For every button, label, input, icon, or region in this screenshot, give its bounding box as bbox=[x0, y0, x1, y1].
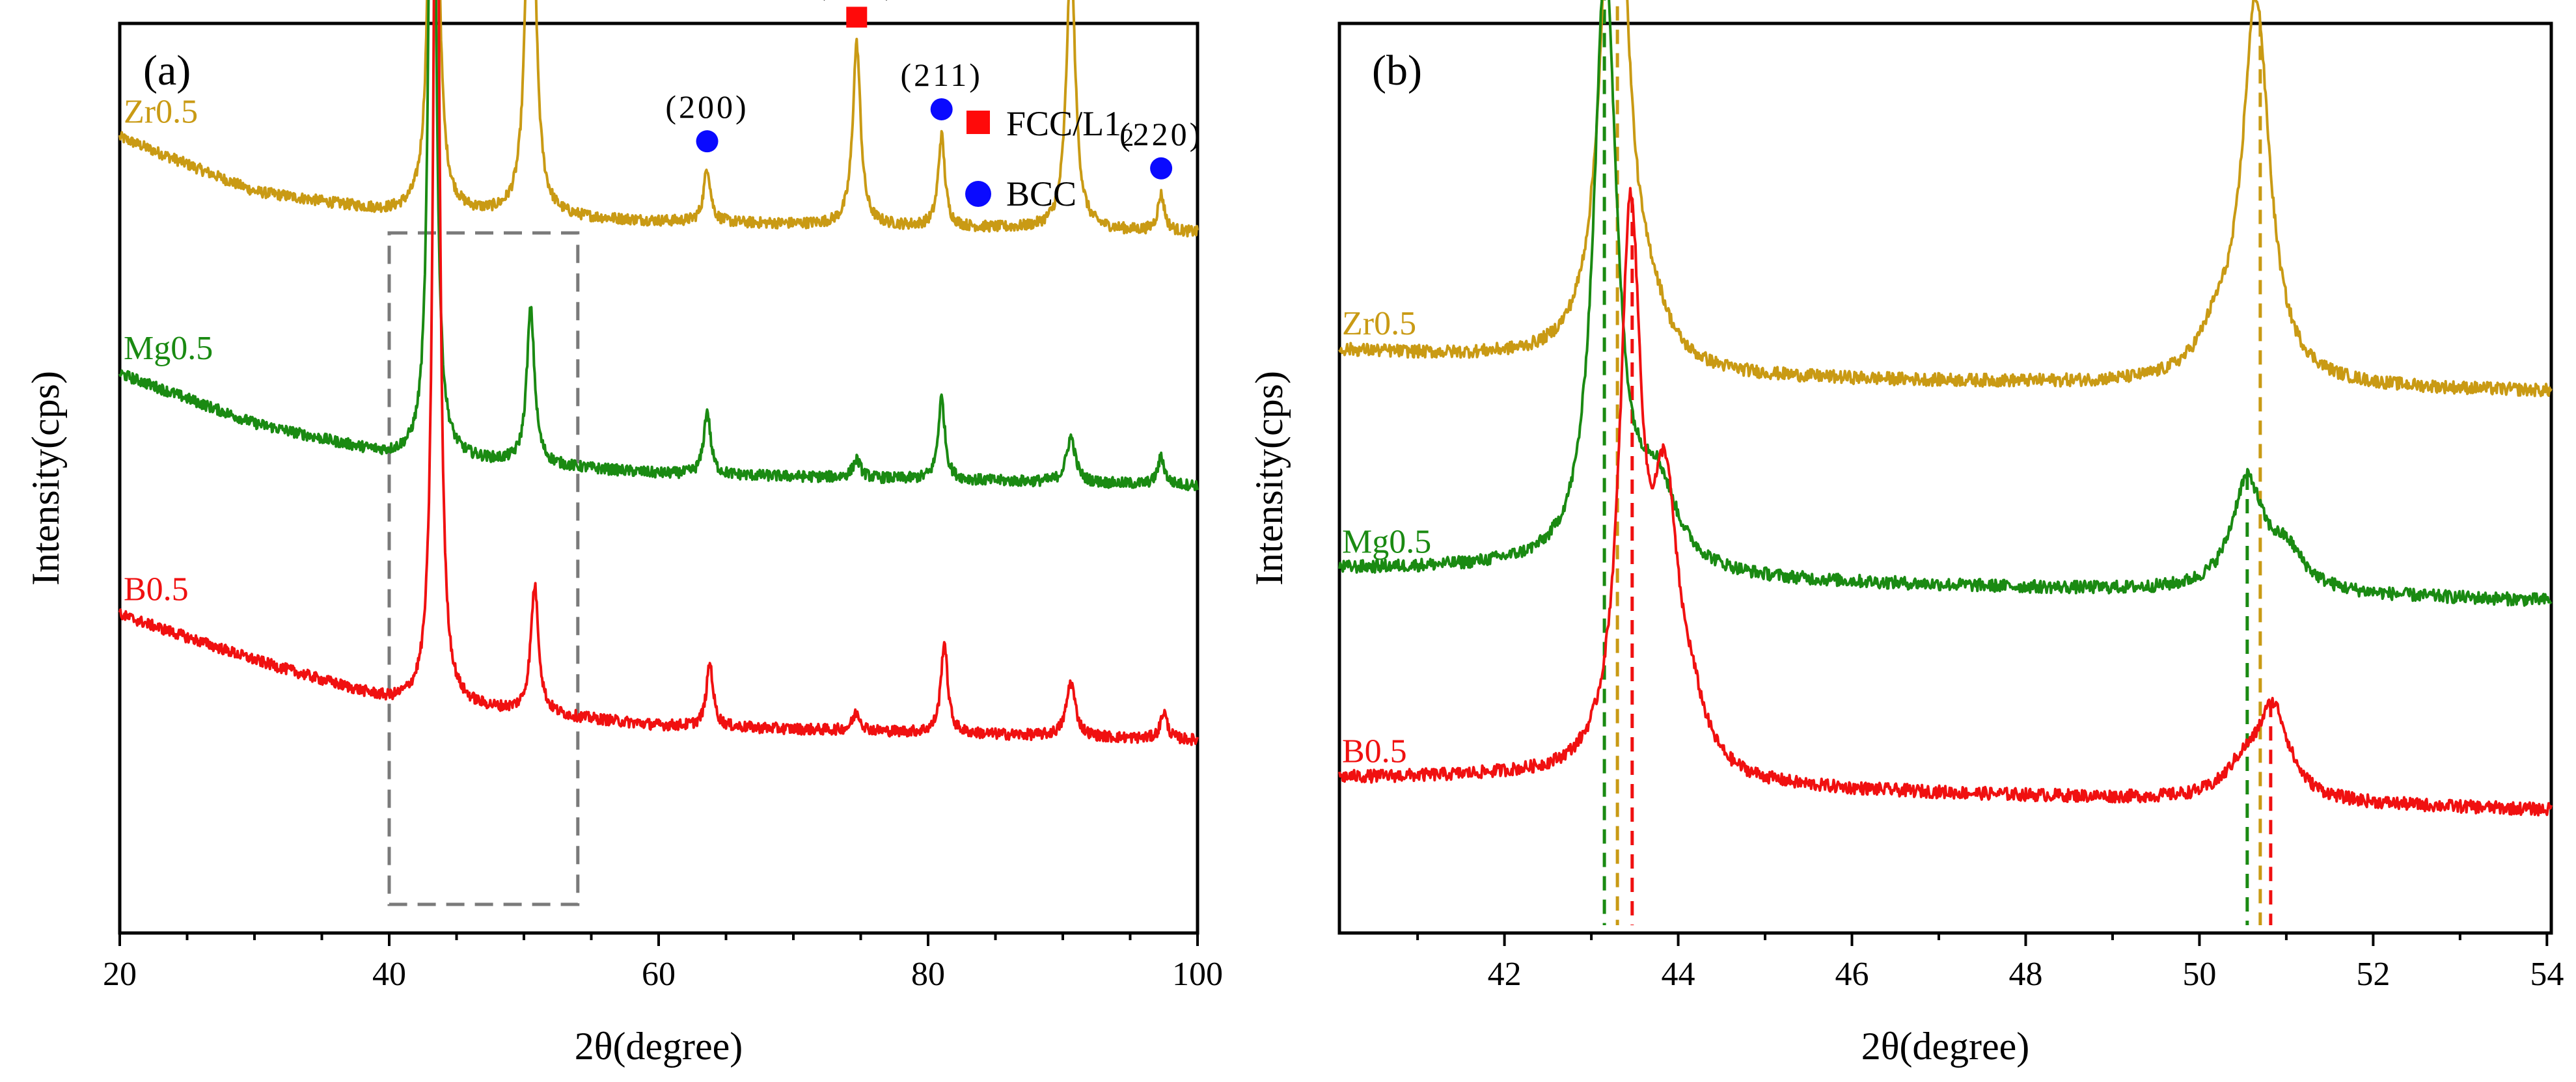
panel-a-x-axis-title: 2θ(degree) bbox=[575, 1025, 743, 1068]
series-label-b0-5: B0.5 bbox=[1342, 733, 1407, 770]
panel-b-y-axis-title: Intensity(cps) bbox=[1248, 371, 1291, 586]
bcc-marker bbox=[930, 98, 953, 120]
x-tick-label: 100 bbox=[1172, 956, 1223, 993]
series-label-zr0-5: Zr0.5 bbox=[1342, 305, 1416, 342]
panel-a-label: (a) bbox=[143, 47, 191, 94]
trace-mg0-5 bbox=[118, 0, 1199, 491]
panel-b: 42 44 46 48 50 52 54 (b) 2θ(degree) Intensity(… bbox=[1248, 0, 2564, 1068]
panel-a-traces bbox=[118, 0, 1199, 746]
x-tick-label: 80 bbox=[911, 956, 945, 993]
panel-b-x-axis-title: 2θ(degree) bbox=[1861, 1025, 2030, 1068]
trace-mg0-5 bbox=[1338, 0, 2553, 607]
x-tick-label: 46 bbox=[1835, 956, 1869, 993]
legend-bcc-circle bbox=[965, 181, 991, 207]
panel-a-legend: FCC/L12 BCC bbox=[965, 104, 1134, 213]
series-label-zr0-5: Zr0.5 bbox=[124, 93, 198, 130]
panel-a-ticks: 20 40 60 80 100 bbox=[103, 933, 1223, 993]
legend-bcc-text: BCC bbox=[1006, 174, 1076, 213]
series-label-b0-5: B0.5 bbox=[124, 571, 189, 608]
x-tick-label: 20 bbox=[103, 956, 137, 993]
x-tick-label: 48 bbox=[2008, 956, 2042, 993]
legend-fcc-label: FCC/L1 bbox=[1006, 104, 1121, 143]
legend-fcc-subscript: 2 bbox=[1121, 124, 1134, 152]
x-tick-label: 42 bbox=[1488, 956, 1522, 993]
panel-b-peak-position-lines bbox=[1602, 0, 2273, 925]
panel-b-axis-frame bbox=[1337, 21, 2553, 935]
x-tick-label: 54 bbox=[2530, 956, 2564, 993]
bcc-marker bbox=[696, 130, 719, 153]
panel-a-series-labels: Zr0.5 Mg0.5 B0.5 bbox=[124, 93, 213, 608]
panel-a-phase-markers: (111)(110)(200)(200)(220)(211)(311)(220) bbox=[665, 0, 1203, 180]
x-tick-label: 40 bbox=[372, 956, 406, 993]
panel-b-ticks: 42 44 46 48 50 52 54 bbox=[1416, 933, 2564, 993]
x-tick-label: 44 bbox=[1662, 956, 1695, 993]
series-label-mg0-5: Mg0.5 bbox=[1342, 523, 1431, 560]
panel-a-highlight-box bbox=[387, 231, 580, 906]
trace-b0-5 bbox=[118, 0, 1199, 746]
panel-b-series-labels: Zr0.5 Mg0.5 B0.5 bbox=[1342, 305, 1431, 770]
legend-fcc-square bbox=[966, 111, 990, 134]
x-tick-label: 52 bbox=[2356, 956, 2390, 993]
hkl-label: (200) bbox=[665, 88, 748, 125]
x-tick-label: 60 bbox=[642, 956, 676, 993]
hkl-label: (220) bbox=[1119, 116, 1203, 152]
bcc-marker bbox=[1150, 157, 1173, 180]
panel-a-y-axis-title: Intensity(cps) bbox=[24, 371, 67, 586]
panel-b-label: (b) bbox=[1372, 47, 1422, 94]
x-tick-label: 50 bbox=[2182, 956, 2216, 993]
hkl-label: (211) bbox=[900, 57, 982, 93]
panel-b-traces bbox=[1338, 0, 2553, 817]
fcc-marker bbox=[846, 7, 868, 28]
trace-zr0-5 bbox=[1338, 0, 2553, 398]
trace-zr0-5 bbox=[118, 0, 1199, 237]
hkl-label: (220) bbox=[815, 0, 898, 1]
trace-b0-5 bbox=[1338, 187, 2553, 817]
series-label-mg0-5: Mg0.5 bbox=[124, 330, 213, 367]
legend-fcc-text: FCC/L12 bbox=[1006, 104, 1134, 152]
